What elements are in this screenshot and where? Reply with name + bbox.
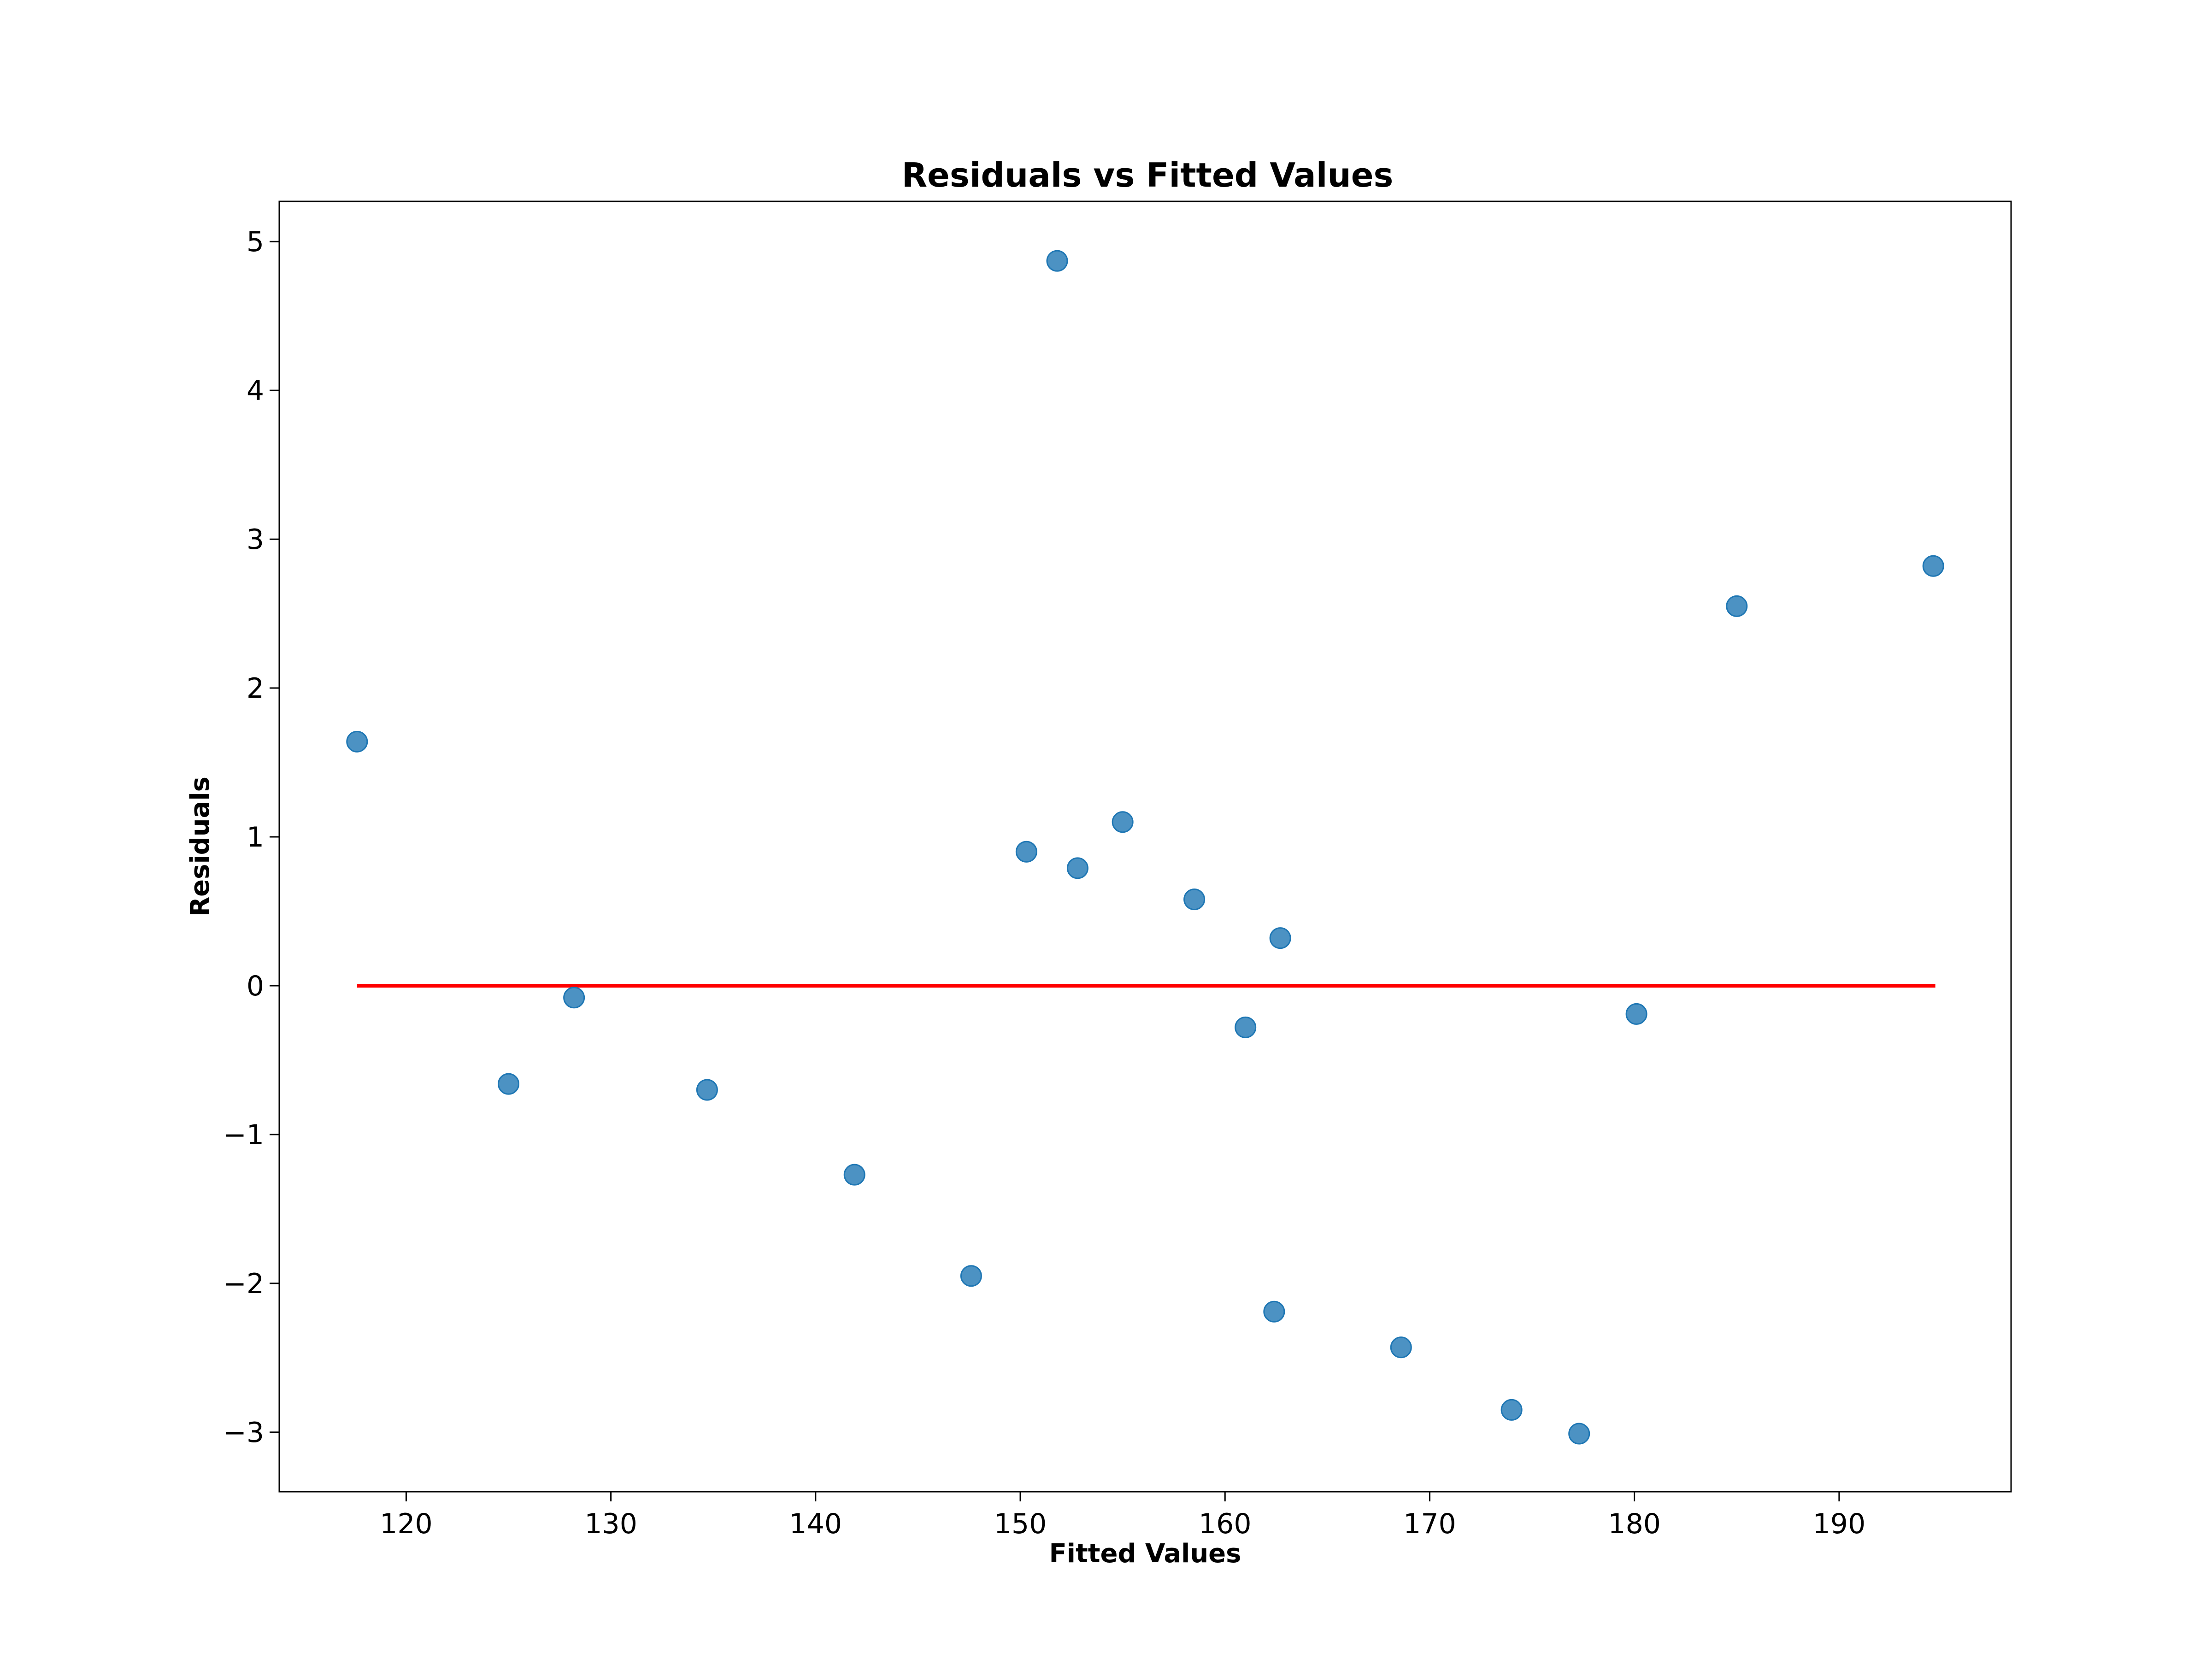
y-tick-label: −3 [224,1417,264,1449]
scatter-point [1235,1016,1257,1038]
y-tick-label: 4 [247,375,264,407]
plot-area-frame [278,200,2012,1493]
scatter-point [696,1079,718,1101]
scatter-point [1015,841,1037,863]
x-tick-label: 130 [584,1508,637,1540]
scatter-point [1500,1399,1523,1421]
y-tick-label: −1 [224,1119,264,1151]
scatter-point [960,1265,982,1287]
scatter-point [1625,1003,1647,1025]
scatter-point [346,730,368,753]
chart-title: Residuals vs Fitted Values [902,156,1394,194]
x-tick-label: 170 [1403,1508,1456,1540]
x-axis-ticks: 120 130 140 150 160 170 180 190 [380,1492,1865,1540]
y-axis-label: Residuals [185,777,215,917]
y-tick-label: 1 [247,821,264,853]
y-tick-label: 2 [247,672,264,705]
scatter-point [1568,1423,1590,1445]
scatter-point [1112,811,1134,833]
scatter-point [1922,555,1944,577]
scatter-point [1726,595,1748,617]
x-tick-label: 180 [1608,1508,1661,1540]
x-tick-label: 160 [1199,1508,1252,1540]
scatter-point [1269,927,1291,949]
x-axis-label: Fitted Values [1049,1539,1241,1569]
scatter-point [843,1164,865,1186]
x-tick-label: 190 [1813,1508,1866,1540]
scatter-point [1263,1300,1285,1323]
scatter-point [1390,1336,1412,1359]
y-tick-label: 5 [247,226,264,258]
scatter-point [563,987,585,1009]
scatter-point [1183,888,1206,911]
scatter-point [498,1073,520,1095]
scatter-point [1046,250,1068,272]
data-points [346,250,1944,1445]
y-tick-label: 3 [247,524,264,556]
x-tick-label: 140 [789,1508,842,1540]
y-axis-ticks: −3 −2 −1 0 1 2 3 4 5 [224,226,279,1449]
x-tick-label: 150 [994,1508,1047,1540]
y-tick-label: 0 [247,970,264,1002]
scatter-point [1066,857,1088,879]
y-tick-label: −2 [224,1268,264,1300]
x-tick-label: 120 [380,1508,433,1540]
